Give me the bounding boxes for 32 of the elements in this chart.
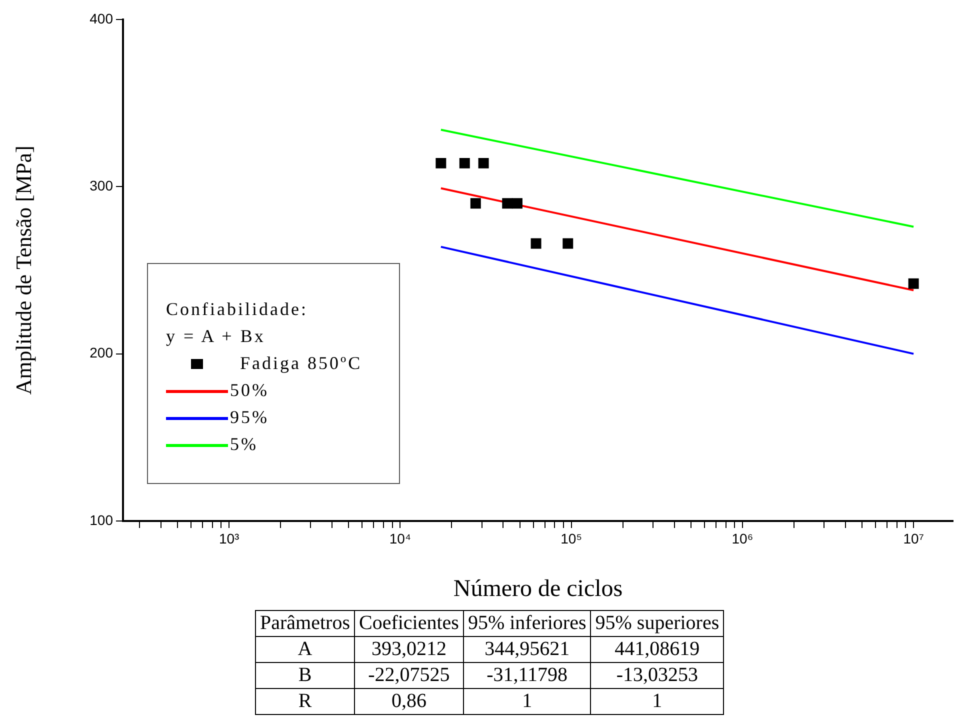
text: R	[256, 688, 354, 714]
text: -31,11798	[463, 662, 591, 688]
x-tick-label: 10⁷	[903, 530, 924, 546]
x-axis-title: Número de ciclos	[453, 576, 623, 602]
text: 95% inferiores	[463, 610, 591, 636]
legend-title: Confiabilidade: y = A + Bx	[166, 298, 309, 348]
text: -22,07525	[354, 662, 464, 688]
text: Coeficientes	[354, 610, 464, 636]
y-tick-label: 300	[90, 177, 114, 194]
y-tick-label: 200	[90, 344, 114, 361]
text: -13,03253	[590, 662, 724, 688]
x-tick-label: 10⁶	[732, 530, 754, 546]
text: 0,86	[354, 688, 464, 714]
legend-label: 5%	[230, 434, 258, 454]
text: 393,0212	[354, 636, 464, 662]
x-tick-label: 10⁴	[389, 530, 411, 546]
y-tick-label: 400	[90, 10, 114, 26]
y-tick-label: 100	[90, 512, 114, 528]
text: 1	[463, 688, 591, 714]
y-axis-title: Amplitude de Tensão [MPa]	[10, 146, 36, 395]
legend-label: Fadiga 850ºC	[240, 353, 362, 373]
text: Parâmetros	[256, 610, 354, 636]
text: 344,95621	[463, 636, 591, 662]
x-tick-label: 10⁵	[560, 530, 582, 546]
text: B	[256, 662, 354, 688]
text: 1	[590, 688, 724, 714]
text: 95% superiores	[590, 610, 724, 636]
legend-label: 50%	[230, 380, 269, 400]
legend-label: 95%	[230, 407, 269, 427]
text: 441,08619	[590, 636, 724, 662]
text: A	[256, 636, 354, 662]
x-tick-label: 10³	[218, 530, 240, 546]
